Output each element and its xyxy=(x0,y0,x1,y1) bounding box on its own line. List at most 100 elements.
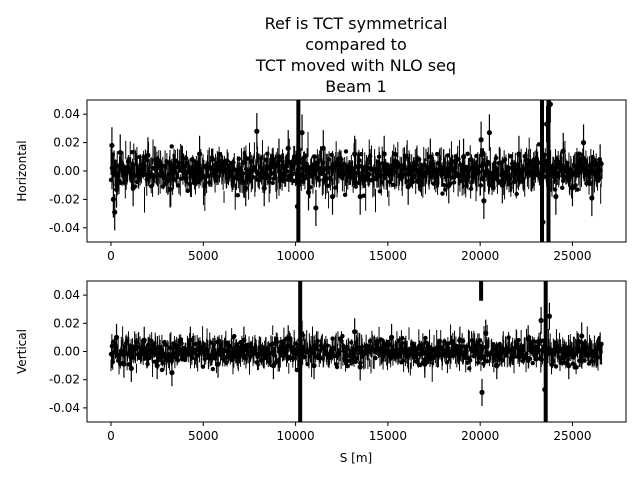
title-line-1: Ref is TCT symmetrical xyxy=(265,14,448,33)
data-point xyxy=(484,359,490,364)
title-line-3: TCT moved with NLO seq xyxy=(255,56,456,75)
data-point xyxy=(353,359,359,364)
data-point xyxy=(585,170,590,175)
data-point xyxy=(206,173,211,179)
data-point xyxy=(473,161,478,166)
data-point xyxy=(376,154,382,159)
data-point xyxy=(211,342,216,348)
data-point xyxy=(157,163,162,168)
data-point xyxy=(587,181,593,186)
y-axis-label-horizontal: Horizontal xyxy=(15,140,29,201)
data-point xyxy=(358,164,363,169)
data-point xyxy=(201,173,207,179)
data-point xyxy=(327,355,333,361)
data-point xyxy=(422,162,427,167)
data-point xyxy=(324,166,329,171)
data-point xyxy=(325,183,331,189)
outlier-point xyxy=(538,317,544,324)
data-point xyxy=(398,346,403,352)
data-point xyxy=(549,362,554,367)
data-point xyxy=(521,166,527,172)
data-point xyxy=(190,355,195,361)
data-point xyxy=(384,346,390,352)
data-point xyxy=(456,157,461,162)
data-point xyxy=(459,344,465,349)
data-point xyxy=(224,360,229,365)
data-point xyxy=(341,343,346,349)
data-point xyxy=(258,156,264,161)
data-point xyxy=(246,173,251,178)
data-point xyxy=(170,355,175,360)
data-point xyxy=(246,349,251,354)
data-point xyxy=(437,169,443,174)
outlier-point xyxy=(580,140,587,146)
outlier-point xyxy=(478,137,484,143)
data-point xyxy=(152,359,157,364)
data-point xyxy=(434,151,440,157)
data-point xyxy=(472,175,477,180)
data-point xyxy=(221,169,226,174)
data-point xyxy=(290,166,295,172)
outlier-point xyxy=(169,370,175,376)
data-point xyxy=(529,342,535,347)
data-point xyxy=(229,357,234,363)
data-point xyxy=(574,173,579,178)
outlier-point xyxy=(154,363,160,369)
x-tick-label: 20000 xyxy=(461,249,499,263)
data-point xyxy=(279,340,284,346)
x-tick-label: 25000 xyxy=(553,249,591,263)
data-point xyxy=(527,356,533,361)
data-point xyxy=(440,352,445,358)
x-tick-label: 0 xyxy=(107,429,115,443)
data-point xyxy=(576,346,581,351)
data-point xyxy=(258,164,263,170)
data-point xyxy=(354,164,359,170)
data-point xyxy=(291,178,297,184)
data-point xyxy=(182,164,188,169)
data-point xyxy=(193,342,199,347)
data-point xyxy=(202,356,208,362)
data-point xyxy=(523,157,528,162)
data-point xyxy=(403,154,409,159)
data-point xyxy=(539,357,544,362)
data-point xyxy=(109,165,115,171)
outlier-point xyxy=(243,185,249,191)
data-point xyxy=(572,164,577,170)
data-point xyxy=(477,338,483,343)
data-point xyxy=(336,169,342,174)
data-point xyxy=(140,168,145,173)
data-point xyxy=(235,193,241,198)
data-point xyxy=(503,353,509,358)
data-point xyxy=(248,342,253,347)
outlier-point xyxy=(113,186,120,193)
data-point xyxy=(212,356,217,361)
outlier-point xyxy=(141,337,147,343)
data-point xyxy=(326,156,332,162)
data-point xyxy=(442,187,448,192)
data-point xyxy=(450,175,455,180)
data-point xyxy=(316,177,322,183)
data-point xyxy=(274,336,279,341)
data-point xyxy=(194,161,199,166)
data-point xyxy=(250,174,256,180)
data-point xyxy=(197,340,202,346)
data-point xyxy=(569,351,575,356)
y-tick-label: 0.02 xyxy=(53,136,80,150)
data-point xyxy=(342,356,347,361)
data-point xyxy=(589,358,594,364)
data-point xyxy=(137,154,142,160)
data-point xyxy=(264,173,269,178)
data-point xyxy=(514,191,519,197)
data-point xyxy=(288,177,293,183)
data-point xyxy=(358,345,364,350)
data-point xyxy=(167,345,173,350)
data-point xyxy=(320,356,325,361)
outlier-point xyxy=(597,159,603,166)
data-point xyxy=(145,361,150,367)
data-point xyxy=(430,170,435,175)
title-line-2: compared to xyxy=(305,35,407,54)
y-tick-label: -0.04 xyxy=(49,401,80,415)
outlier-point xyxy=(494,363,500,369)
data-point xyxy=(175,183,181,188)
data-point xyxy=(493,165,498,170)
